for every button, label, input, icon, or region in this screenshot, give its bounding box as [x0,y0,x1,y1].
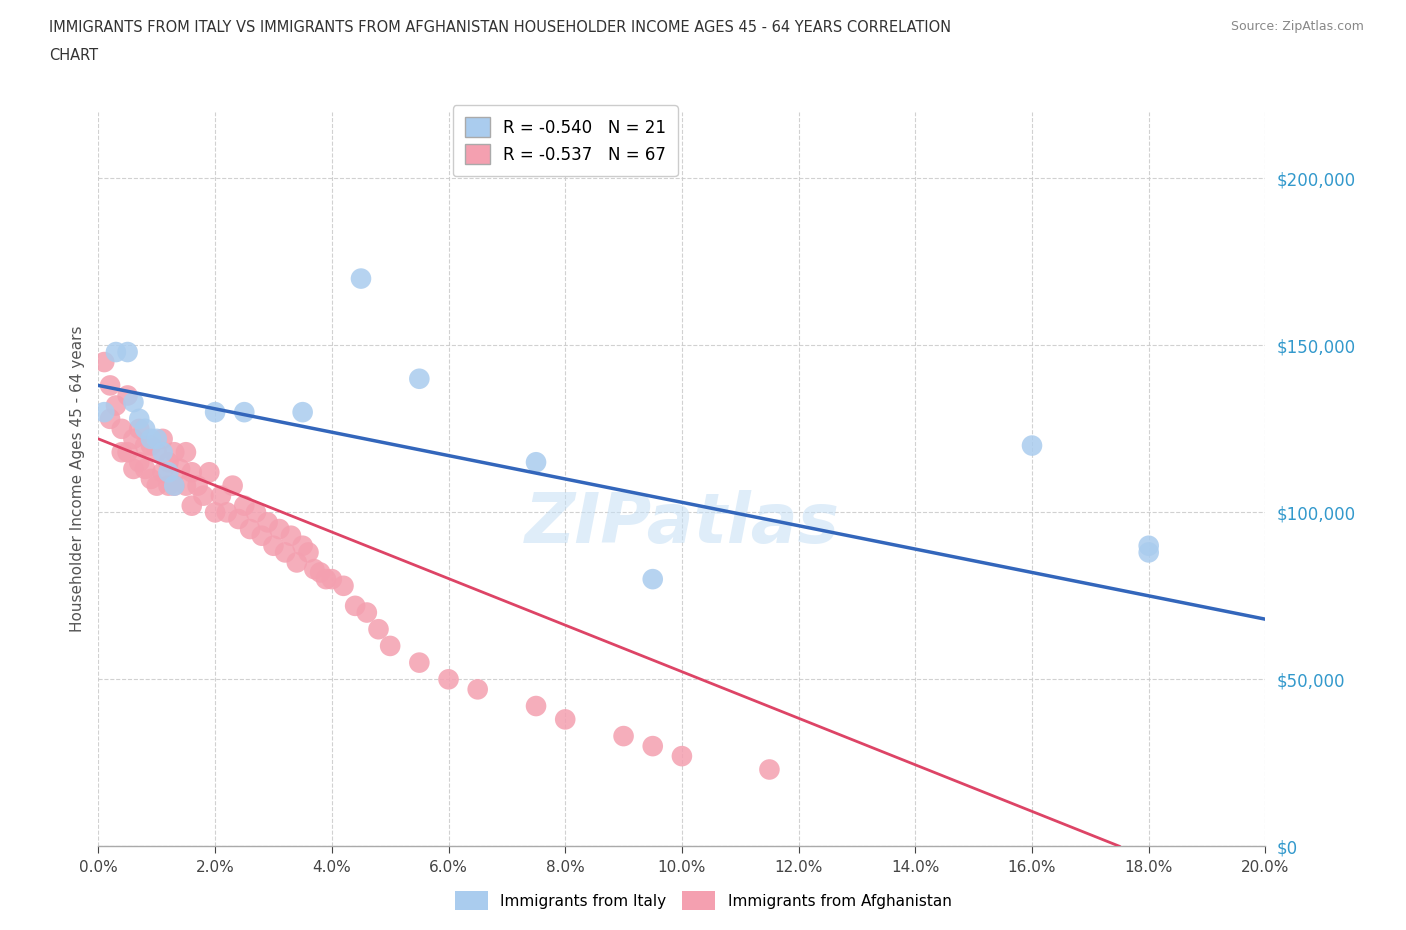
Point [209,488,232,503]
Point [146,445,169,459]
Legend: Immigrants from Italy, Immigrants from Afghanistan: Immigrants from Italy, Immigrants from A… [447,884,959,918]
Point [256,515,278,530]
Point [122,394,145,409]
Point [297,545,319,560]
Text: Source: ZipAtlas.com: Source: ZipAtlas.com [1230,20,1364,33]
Point [356,605,378,620]
Point [117,388,139,403]
Point [134,461,156,476]
Point [93,405,115,419]
Point [1137,545,1160,560]
Point [280,528,302,543]
Text: ZIPatlas: ZIPatlas [524,489,839,556]
Point [111,445,134,459]
Point [641,738,664,753]
Point [157,478,180,493]
Point [139,438,162,453]
Point [139,432,162,446]
Point [180,465,202,480]
Point [239,522,262,537]
Point [437,671,460,686]
Legend: R = -0.540   N = 21, R = -0.537   N = 67: R = -0.540 N = 21, R = -0.537 N = 67 [453,105,678,176]
Point [321,572,343,587]
Text: CHART: CHART [49,48,98,63]
Point [163,445,186,459]
Point [408,371,430,386]
Point [758,762,780,777]
Point [128,421,150,436]
Point [134,438,156,453]
Point [221,478,243,493]
Point [98,378,121,392]
Point [180,498,202,513]
Point [98,411,121,426]
Point [228,512,250,526]
Point [612,729,634,744]
Point [304,562,326,577]
Point [152,432,174,446]
Point [174,478,197,493]
Point [274,545,297,560]
Point [291,538,314,553]
Point [332,578,354,593]
Point [193,488,215,503]
Point [285,555,308,570]
Point [111,421,134,436]
Point [169,461,191,476]
Point [117,345,139,360]
Point [215,505,238,520]
Point [163,478,186,493]
Y-axis label: Householder Income Ages 45 - 64 years: Householder Income Ages 45 - 64 years [69,326,84,632]
Point [122,461,145,476]
Point [204,505,226,520]
Point [204,405,226,419]
Point [174,445,197,459]
Point [122,432,145,446]
Point [350,272,373,286]
Point [163,478,186,493]
Point [128,455,150,470]
Point [139,472,162,486]
Point [671,749,693,764]
Point [524,455,547,470]
Point [152,445,174,459]
Point [250,528,273,543]
Point [524,698,547,713]
Point [93,354,115,369]
Text: IMMIGRANTS FROM ITALY VS IMMIGRANTS FROM AFGHANISTAN HOUSEHOLDER INCOME AGES 45 : IMMIGRANTS FROM ITALY VS IMMIGRANTS FROM… [49,20,952,35]
Point [117,445,139,459]
Point [157,455,180,470]
Point [269,522,291,537]
Point [157,465,180,480]
Point [245,505,267,520]
Point [344,598,367,613]
Point [128,411,150,426]
Point [152,465,174,480]
Point [187,478,209,493]
Point [554,712,576,727]
Point [134,421,156,436]
Point [641,572,664,587]
Point [467,682,489,697]
Point [262,538,284,553]
Point [198,465,221,480]
Point [408,656,430,671]
Point [309,565,332,580]
Point [233,405,256,419]
Point [104,398,127,413]
Point [233,498,256,513]
Point [146,432,169,446]
Point [380,639,402,654]
Point [291,405,314,419]
Point [1137,538,1160,553]
Point [367,622,389,637]
Point [104,345,127,360]
Point [315,572,337,587]
Point [146,478,169,493]
Point [1021,438,1043,453]
